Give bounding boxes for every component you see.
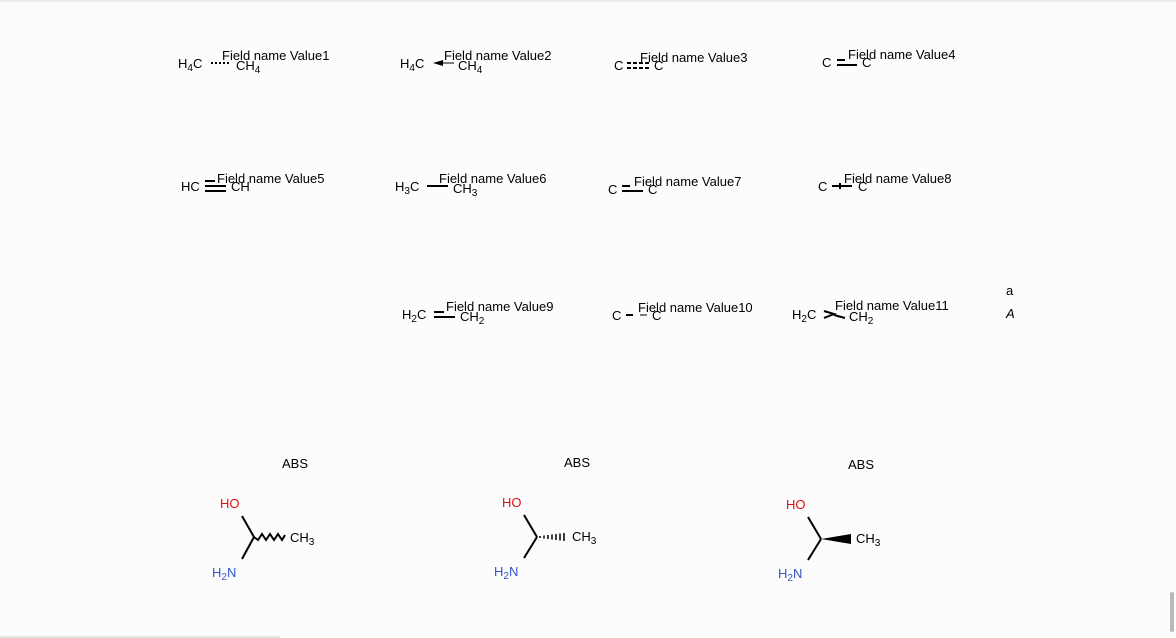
- atom-left: C: [614, 58, 623, 73]
- field-label-10: Field name Value10: [638, 300, 753, 315]
- atom-left: H3C: [395, 179, 419, 197]
- molecule-5: HC CH Field name Value5: [181, 171, 324, 194]
- label-upper-a: A: [1005, 306, 1015, 321]
- ch3-label: CH3: [572, 529, 597, 547]
- field-label-2: Field name Value2: [444, 48, 551, 63]
- nh2-label: H2N: [494, 564, 518, 582]
- atom-left: HC: [181, 179, 200, 194]
- atom-right: CH4: [236, 58, 261, 76]
- molecule-2: H4C CH4 Field name Value2: [400, 48, 551, 76]
- field-label-7: Field name Value7: [634, 174, 741, 189]
- atom-right: C: [858, 179, 867, 194]
- atom-left: H4C: [400, 56, 424, 74]
- field-label-1: Field name Value1: [222, 48, 329, 63]
- bond-to-ho: [241, 515, 255, 538]
- bond-to-nh2: [523, 536, 538, 559]
- ch3-label: CH3: [290, 530, 315, 548]
- molecule-8: C C Field name Value8: [818, 171, 951, 194]
- bond-to-nh2: [807, 538, 822, 561]
- atom-left: C: [822, 55, 831, 70]
- atom-left: H4C: [178, 56, 202, 74]
- bond-to-ho: [807, 516, 822, 540]
- atom-right: C: [648, 182, 657, 197]
- molecule-1: H4C CH4 Field name Value1: [178, 48, 329, 76]
- field-label-11: Field name Value11: [835, 298, 949, 313]
- abs-label: ABS: [564, 455, 590, 470]
- bottom-divider: [0, 636, 280, 638]
- molecule-3: C C Field name Value3: [614, 50, 747, 73]
- field-label-9: Field name Value9: [446, 299, 553, 314]
- bond-to-nh2: [241, 536, 255, 560]
- molecule-7: C C Field name Value7: [608, 174, 741, 197]
- atom-left: C: [612, 308, 621, 323]
- field-label-3: Field name Value3: [640, 50, 747, 65]
- molecule-11: H2C CH2 Field name Value11: [792, 298, 949, 327]
- atom-right: CH2: [849, 309, 874, 327]
- atom-left: C: [818, 179, 827, 194]
- atom-right: CH: [231, 179, 250, 194]
- bond-to-ho: [523, 514, 538, 538]
- wavy-bond: [253, 532, 286, 542]
- abs-label: ABS: [282, 456, 308, 471]
- nh2-label: H2N: [778, 566, 802, 584]
- atom-left: H2C: [402, 307, 426, 325]
- label-lower-a: a: [1006, 283, 1014, 298]
- nh2-label: H2N: [212, 565, 236, 583]
- arrow-head: [433, 60, 443, 66]
- molecule-10: C C Field name Value10: [612, 300, 753, 323]
- atom-right: C: [862, 55, 871, 70]
- molecule-6: H3C CH3 Field name Value6: [395, 171, 546, 199]
- vertical-scrollbar[interactable]: [1170, 592, 1174, 632]
- bond-wedge: [823, 310, 838, 319]
- atom-left: H2C: [792, 307, 816, 325]
- atom-right: CH2: [460, 309, 485, 327]
- hashed-wedge-bond: [539, 533, 565, 541]
- molecule-4: C C Field name Value4: [822, 47, 955, 70]
- molecule-9: H2C CH2 Field name Value9: [402, 299, 553, 327]
- field-label-6: Field name Value6: [439, 171, 546, 186]
- atom-right: CH4: [458, 58, 483, 76]
- field-label-8: Field name Value8: [844, 171, 951, 186]
- ho-label: HO: [502, 495, 522, 510]
- stereo-structure-3: ABS HO CH3 H2N: [778, 457, 881, 584]
- atom-right: C: [652, 308, 661, 323]
- solid-wedge-bond: [821, 534, 851, 544]
- atom-left: C: [608, 182, 617, 197]
- top-shadow: [0, 0, 1176, 3]
- ho-label: HO: [220, 496, 240, 511]
- stereo-structure-1: ABS HO CH3 H2N: [212, 456, 315, 583]
- atom-right: C: [654, 58, 663, 73]
- field-label-4: Field name Value4: [848, 47, 955, 62]
- field-label-5: Field name Value5: [217, 171, 324, 186]
- ch3-label: CH3: [856, 531, 881, 549]
- bond: [833, 314, 846, 319]
- stereo-structure-2: ABS HO CH3 H2N: [494, 455, 597, 582]
- abs-label: ABS: [848, 457, 874, 472]
- ho-label: HO: [786, 497, 806, 512]
- atom-right: CH3: [453, 181, 478, 199]
